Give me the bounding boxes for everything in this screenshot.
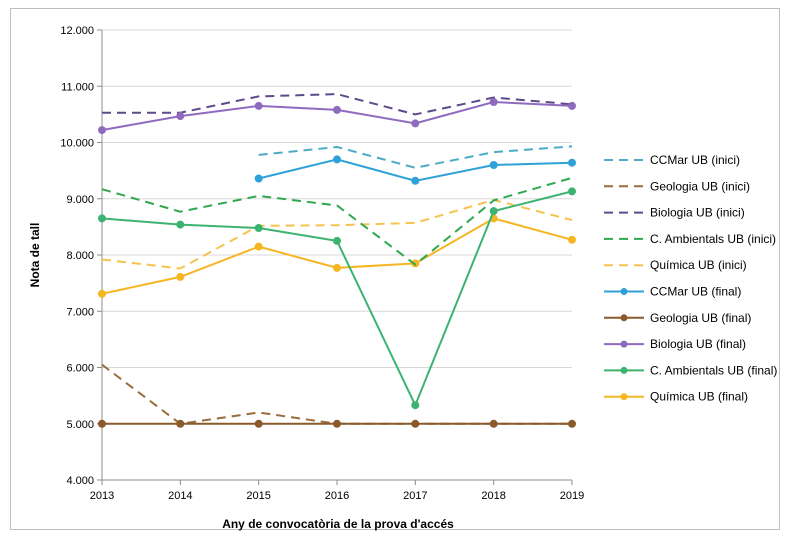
legend-label: CCMar UB (inici) bbox=[650, 153, 740, 167]
legend-label: CCMar UB (final) bbox=[650, 285, 741, 299]
legend-item: Química UB (inici) bbox=[604, 258, 747, 272]
data-point bbox=[176, 419, 185, 428]
series-lines bbox=[98, 93, 576, 428]
data-point bbox=[254, 419, 263, 428]
data-point bbox=[333, 155, 341, 164]
legend-item: Geologia UB (final) bbox=[604, 311, 751, 325]
legend-label: C. Ambientals UB (inici) bbox=[650, 232, 776, 246]
data-point bbox=[489, 98, 498, 106]
legend-item: Biologia UB (final) bbox=[604, 337, 746, 351]
y-tick-label: 10.000 bbox=[60, 138, 94, 150]
legend-item: C. Ambientals UB (inici) bbox=[604, 232, 776, 246]
data-point bbox=[568, 101, 576, 110]
legend-label: C. Ambientals UB (final) bbox=[650, 363, 777, 377]
series-line bbox=[101, 198, 573, 270]
series-CCMar UB (final) bbox=[254, 155, 576, 185]
data-point bbox=[333, 236, 341, 245]
x-tick-label: 2019 bbox=[560, 490, 584, 502]
data-point bbox=[98, 419, 106, 428]
series-Biologia UB (final) bbox=[98, 98, 576, 135]
legend-item: CCMar UB (final) bbox=[604, 285, 741, 299]
legend: CCMar UB (inici) Geologia UB (inici) Biolo… bbox=[604, 153, 777, 404]
data-point bbox=[254, 224, 263, 232]
series-CCMar UB (inici) bbox=[258, 145, 573, 169]
legend-item: Química UB (final) bbox=[604, 390, 748, 404]
series-line bbox=[101, 190, 573, 408]
data-point bbox=[568, 158, 576, 167]
y-tick-label: 12.000 bbox=[60, 25, 94, 37]
data-point bbox=[254, 101, 263, 110]
series-Geologia UB (final) bbox=[98, 419, 576, 428]
data-point bbox=[411, 119, 420, 128]
series-C. Ambientals UB (inici) bbox=[101, 176, 573, 266]
legend-marker bbox=[620, 288, 628, 295]
data-point bbox=[568, 187, 576, 196]
data-point bbox=[333, 105, 341, 114]
legend-item: C. Ambientals UB (final) bbox=[604, 363, 777, 377]
data-point bbox=[568, 235, 576, 244]
x-tick-labels: 2013 2014 2015 2016 2017 2018 2019 bbox=[90, 480, 584, 502]
data-point bbox=[411, 401, 420, 410]
x-tick-label: 2013 bbox=[90, 490, 114, 502]
y-tick-label: 5.000 bbox=[66, 419, 94, 431]
data-point bbox=[568, 419, 576, 428]
x-tick-label: 2014 bbox=[168, 490, 192, 502]
data-point bbox=[411, 419, 420, 428]
data-point bbox=[98, 214, 106, 223]
y-tick-labels: 4.000 5.000 6.000 7.000 8.000 9.000 10.000 11.0… bbox=[60, 25, 102, 487]
legend-item: Biologia UB (inici) bbox=[604, 206, 745, 220]
data-point bbox=[254, 242, 263, 251]
legend-marker bbox=[620, 340, 628, 348]
x-tick-label: 2015 bbox=[246, 490, 270, 502]
data-point bbox=[489, 419, 498, 428]
data-point bbox=[176, 272, 185, 281]
data-point bbox=[176, 220, 185, 229]
legend-marker bbox=[620, 366, 628, 374]
x-axis-title: Any de convocatòria de la prova d'accés bbox=[222, 517, 454, 531]
x-tick-label: 2016 bbox=[325, 490, 349, 502]
legend-label: Química UB (final) bbox=[650, 390, 748, 404]
data-point bbox=[489, 207, 498, 216]
data-point bbox=[333, 419, 341, 428]
series-line bbox=[258, 145, 573, 169]
series-Geologia UB (inici) bbox=[101, 363, 572, 425]
legend-marker bbox=[620, 314, 628, 322]
y-tick-label: 11.000 bbox=[61, 81, 94, 93]
x-tick-label: 2017 bbox=[403, 490, 427, 502]
data-point bbox=[489, 161, 498, 169]
legend-label: Química UB (inici) bbox=[650, 258, 747, 272]
grid bbox=[102, 29, 572, 425]
series-Química UB (inici) bbox=[101, 198, 573, 270]
legend-marker bbox=[620, 393, 628, 401]
data-point bbox=[411, 176, 420, 185]
data-point bbox=[176, 112, 185, 121]
series-line bbox=[101, 176, 573, 266]
legend-label: Geologia UB (final) bbox=[650, 311, 751, 325]
data-point bbox=[254, 174, 263, 183]
legend-label: Geologia UB (inici) bbox=[650, 179, 750, 193]
y-tick-label: 8.000 bbox=[66, 250, 94, 262]
legend-label: Biologia UB (inici) bbox=[650, 206, 745, 220]
y-tick-label: 9.000 bbox=[66, 194, 94, 206]
legend-item: Geologia UB (inici) bbox=[604, 179, 750, 193]
data-point bbox=[333, 263, 341, 272]
y-tick-label: 4.000 bbox=[66, 475, 94, 487]
series-Química UB (final) bbox=[98, 214, 576, 298]
series-C. Ambientals UB (final) bbox=[98, 187, 576, 410]
chart-frame bbox=[10, 8, 780, 530]
y-tick-label: 6.000 bbox=[66, 363, 94, 375]
x-tick-label: 2018 bbox=[481, 490, 505, 502]
series-line bbox=[101, 217, 573, 295]
legend-item: CCMar UB (inici) bbox=[604, 153, 740, 167]
y-axis-title: Nota de tall bbox=[28, 223, 42, 288]
y-tick-label: 7.000 bbox=[66, 306, 94, 318]
data-point bbox=[98, 289, 106, 298]
data-point bbox=[98, 126, 106, 135]
series-line bbox=[101, 363, 572, 425]
legend-label: Biologia UB (final) bbox=[650, 337, 746, 351]
